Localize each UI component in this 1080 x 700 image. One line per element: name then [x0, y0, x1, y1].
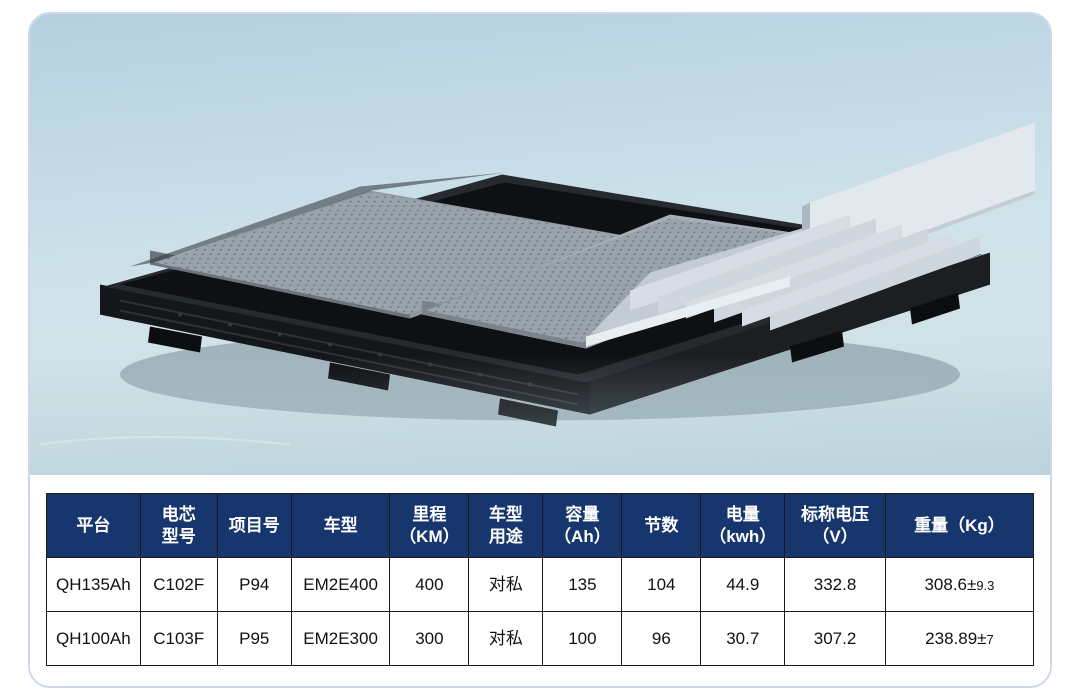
cell-weight: 308.6±9.3 — [885, 558, 1033, 612]
cell-platform: QH100Ah — [47, 612, 141, 666]
col-capacity: 容量（Ah） — [543, 494, 622, 558]
cell-range: 400 — [390, 558, 469, 612]
cell-energy: 44.9 — [701, 558, 785, 612]
cell-cells: 96 — [622, 612, 701, 666]
table-row: QH135AhC102FP94EM2E400400对私13510444.9332… — [47, 558, 1034, 612]
cell-cells: 104 — [622, 558, 701, 612]
spec-table: 平台电芯型号项目号车型里程（KM）车型用途容量（Ah）节数电量（kwh）标称电压… — [46, 493, 1034, 666]
col-vehicle: 车型 — [291, 494, 390, 558]
product-card: 平台电芯型号项目号车型里程（KM）车型用途容量（Ah）节数电量（kwh）标称电压… — [28, 12, 1052, 688]
cell-energy: 30.7 — [701, 612, 785, 666]
cell-capacity: 135 — [543, 558, 622, 612]
col-range: 里程（KM） — [390, 494, 469, 558]
cell-cell_model: C102F — [140, 558, 217, 612]
col-cells: 节数 — [622, 494, 701, 558]
col-energy: 电量（kwh） — [701, 494, 785, 558]
cell-vehicle: EM2E300 — [291, 612, 390, 666]
cell-vehicle: EM2E400 — [291, 558, 390, 612]
col-project: 项目号 — [217, 494, 291, 558]
cell-range: 300 — [390, 612, 469, 666]
cell-cell_model: C103F — [140, 612, 217, 666]
cell-platform: QH135Ah — [47, 558, 141, 612]
spec-table-wrap: 平台电芯型号项目号车型里程（KM）车型用途容量（Ah）节数电量（kwh）标称电压… — [30, 475, 1050, 686]
cell-weight: 238.89±7 — [885, 612, 1033, 666]
table-row: QH100AhC103FP95EM2E300300对私1009630.7307.… — [47, 612, 1034, 666]
product-illustration — [30, 14, 1050, 475]
col-cell_model: 电芯型号 — [140, 494, 217, 558]
cell-project: P94 — [217, 558, 291, 612]
product-hero — [30, 14, 1050, 475]
col-usage: 车型用途 — [469, 494, 543, 558]
col-platform: 平台 — [47, 494, 141, 558]
col-voltage: 标称电压（V） — [785, 494, 886, 558]
cell-voltage: 307.2 — [785, 612, 886, 666]
cell-voltage: 332.8 — [785, 558, 886, 612]
cell-project: P95 — [217, 612, 291, 666]
table-header-row: 平台电芯型号项目号车型里程（KM）车型用途容量（Ah）节数电量（kwh）标称电压… — [47, 494, 1034, 558]
cell-usage: 对私 — [469, 612, 543, 666]
col-weight: 重量（Kg） — [885, 494, 1033, 558]
cell-usage: 对私 — [469, 558, 543, 612]
cell-capacity: 100 — [543, 612, 622, 666]
